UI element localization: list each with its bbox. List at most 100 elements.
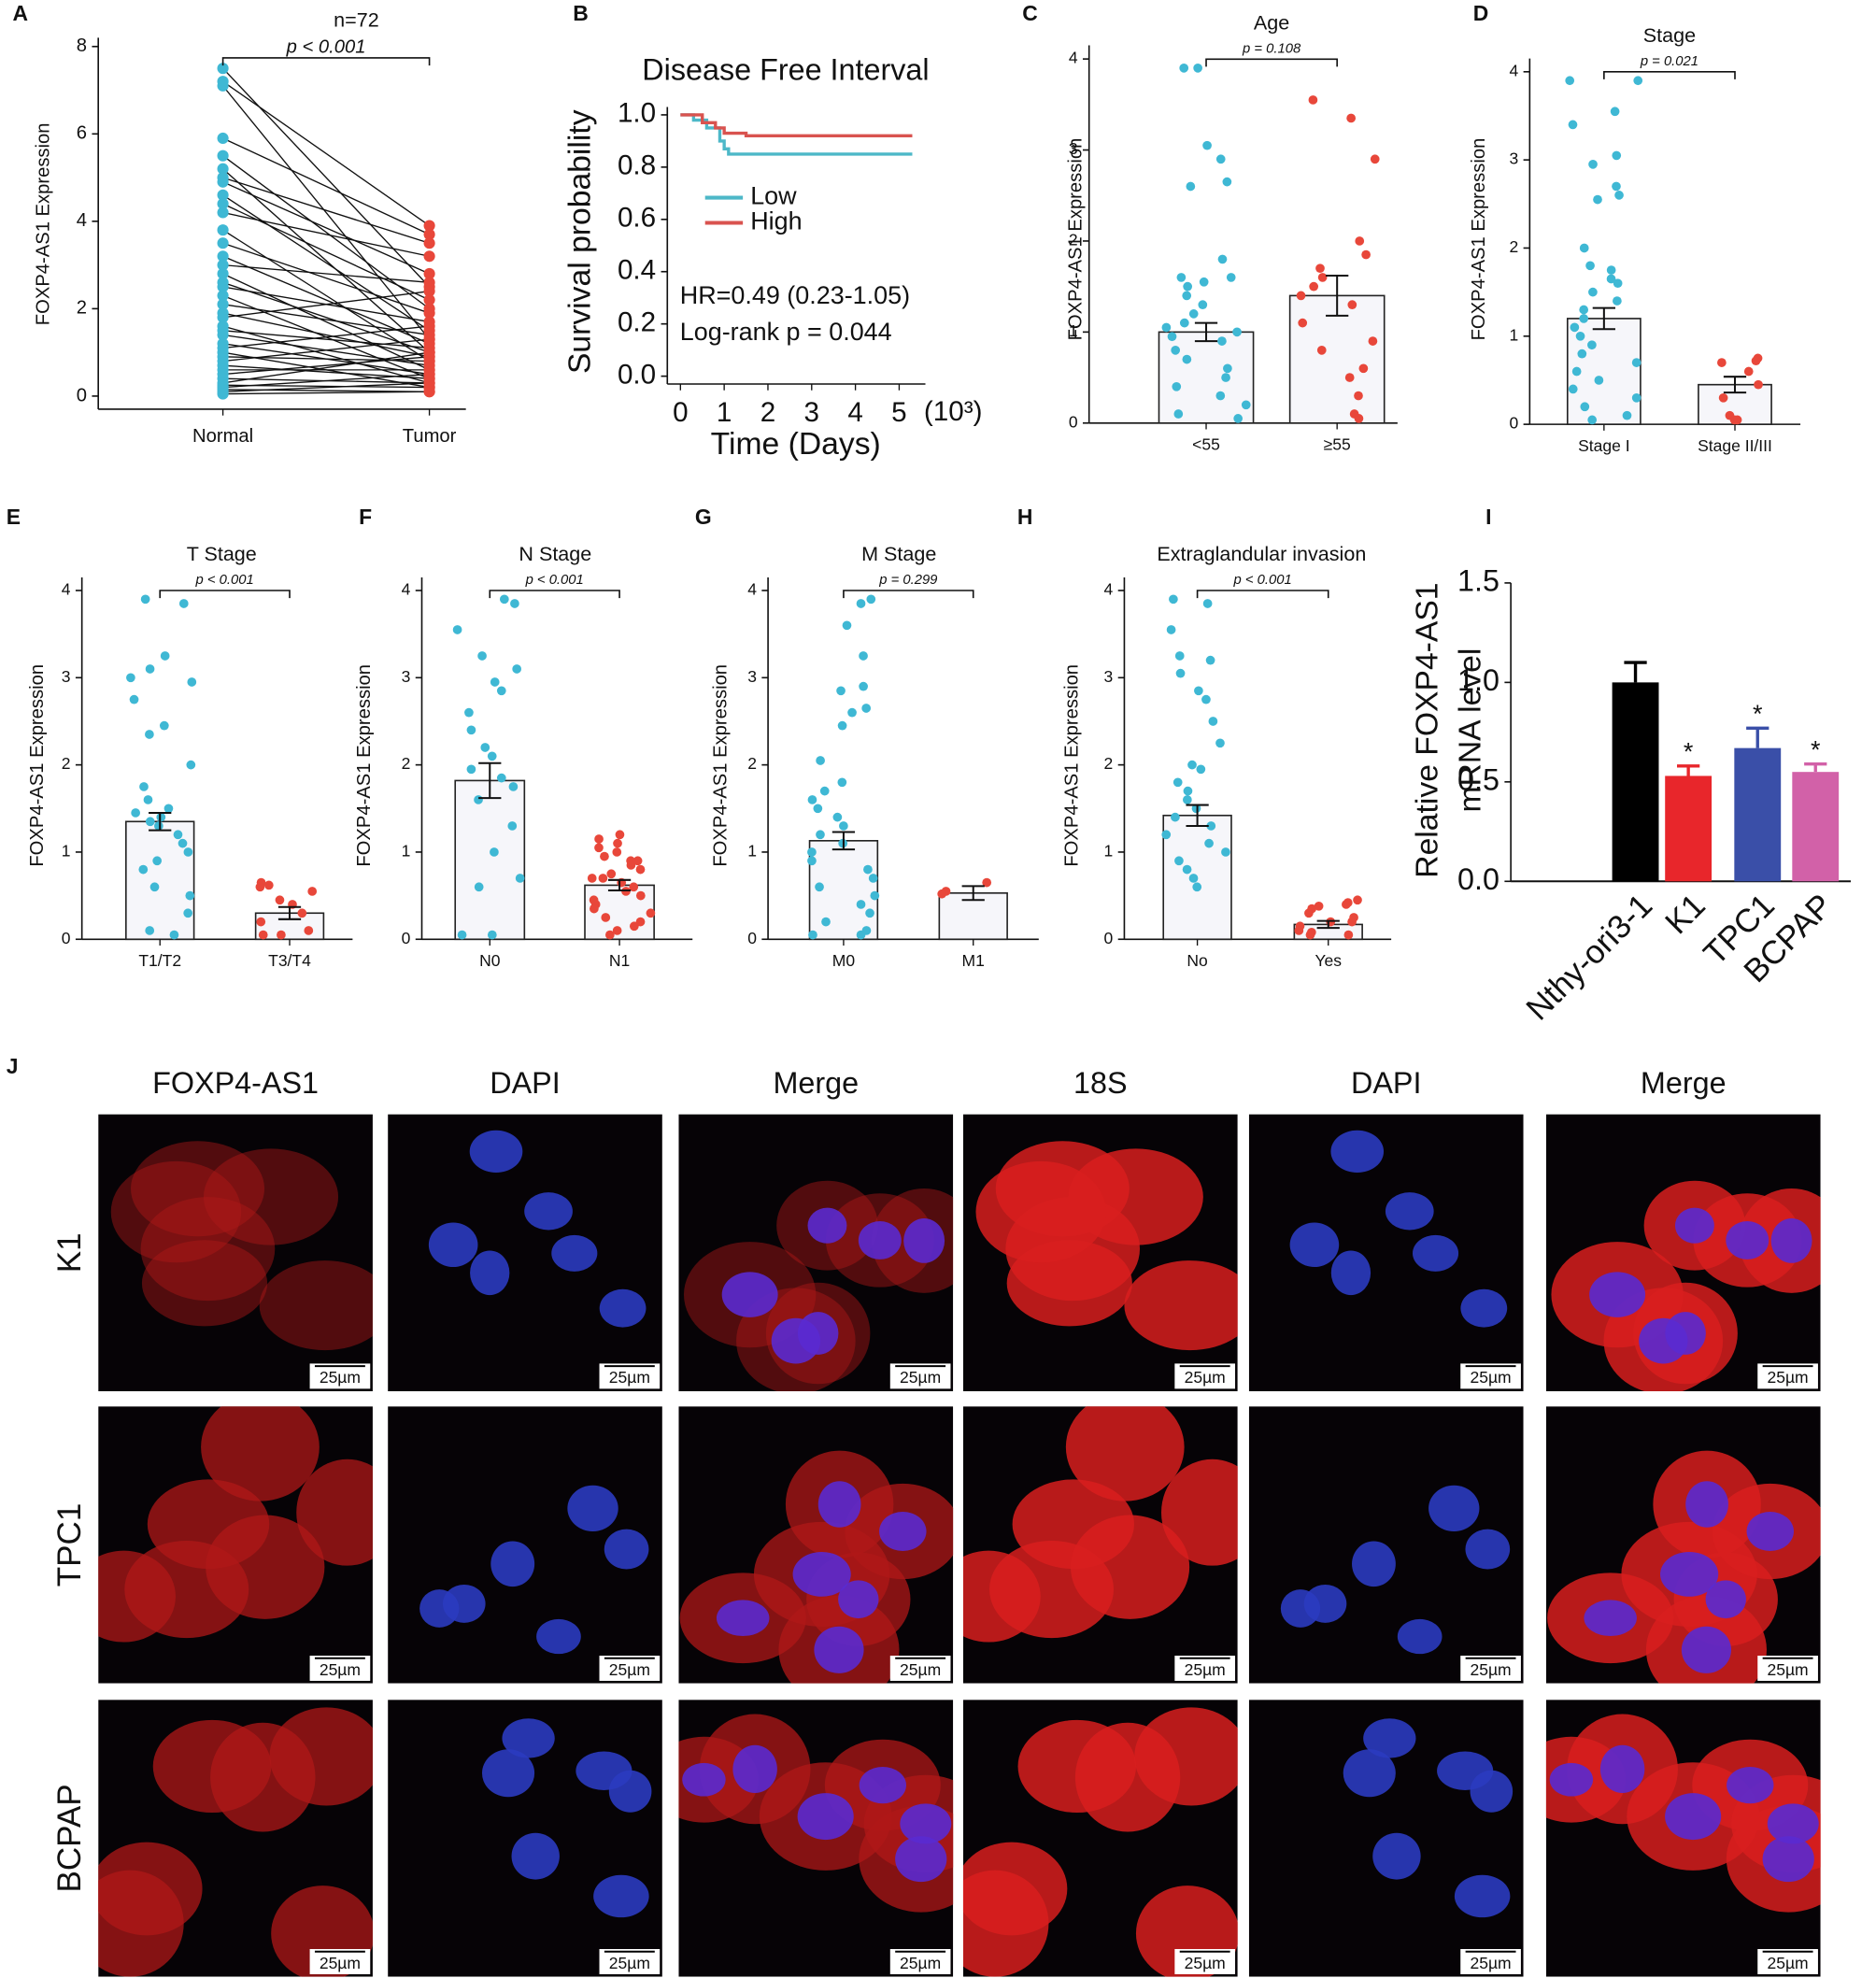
y-tick-label: 1 bbox=[402, 842, 411, 861]
nucleus bbox=[1705, 1580, 1746, 1619]
data-point bbox=[1305, 930, 1315, 940]
data-point bbox=[1308, 95, 1318, 105]
data-point bbox=[594, 834, 604, 844]
data-point bbox=[1171, 345, 1181, 355]
y-tick-label: 3 bbox=[62, 667, 71, 686]
panel-letter: I bbox=[1485, 505, 1491, 529]
cytoplasm bbox=[975, 1160, 1106, 1263]
scale-box bbox=[889, 1949, 951, 1974]
data-point bbox=[937, 889, 947, 899]
data-point bbox=[510, 599, 519, 608]
data-point bbox=[1188, 309, 1199, 319]
data-point bbox=[480, 743, 490, 752]
data-point bbox=[1196, 764, 1206, 775]
y-tick-label: 3 bbox=[747, 667, 757, 686]
error-bar bbox=[1804, 761, 1827, 773]
data-point bbox=[1204, 838, 1214, 848]
y-tick-label: 1.0 bbox=[1457, 663, 1499, 697]
nucleus bbox=[879, 1512, 927, 1551]
data-point bbox=[1314, 901, 1324, 911]
scale-box bbox=[1757, 1949, 1818, 1974]
x-tick-label: No bbox=[1187, 951, 1207, 970]
data-point bbox=[183, 847, 193, 857]
nucleus bbox=[428, 1222, 478, 1268]
nucleus bbox=[1727, 1766, 1774, 1804]
data-point bbox=[217, 290, 229, 302]
y-axis-label: FOXP4-AS1 Expression bbox=[711, 664, 732, 867]
data-point bbox=[499, 594, 509, 605]
scale-box bbox=[1460, 1949, 1521, 1974]
y-tick-label: 3 bbox=[1509, 149, 1518, 168]
data-point bbox=[1172, 381, 1182, 391]
y-tick-label: 0 bbox=[62, 929, 71, 947]
data-point bbox=[1344, 373, 1355, 382]
scale-label: 25µm bbox=[320, 1368, 361, 1387]
error-bar bbox=[149, 811, 172, 832]
data-point bbox=[1370, 154, 1380, 164]
data-point bbox=[1342, 900, 1351, 909]
data-point bbox=[629, 882, 639, 892]
scale-label: 25µm bbox=[900, 1954, 941, 1972]
scale-box bbox=[889, 1656, 951, 1681]
scale-label: 25µm bbox=[900, 1368, 941, 1387]
data-point bbox=[1192, 882, 1202, 892]
cytoplasm bbox=[140, 1197, 276, 1302]
data-point bbox=[187, 677, 197, 687]
micrograph: 25µm bbox=[98, 1114, 373, 1392]
data-point bbox=[186, 760, 196, 770]
data-point bbox=[1594, 376, 1604, 385]
significance-mark: * bbox=[1753, 700, 1763, 728]
data-point bbox=[217, 163, 229, 175]
scale-box bbox=[599, 1656, 661, 1681]
data-point bbox=[159, 720, 169, 731]
data-point bbox=[1588, 160, 1598, 169]
data-point bbox=[1179, 318, 1189, 328]
data-point bbox=[1206, 821, 1216, 831]
data-point bbox=[1610, 107, 1620, 117]
micrograph: 25µm bbox=[98, 1406, 373, 1684]
y-tick-label: 4 bbox=[1069, 49, 1078, 67]
data-point bbox=[1729, 415, 1740, 425]
data-point bbox=[423, 334, 435, 346]
significance-mark: * bbox=[1811, 735, 1821, 763]
data-point bbox=[856, 599, 866, 608]
data-point bbox=[837, 720, 847, 731]
x-tick-label: K1 bbox=[1658, 887, 1713, 941]
y-tick-label: 3 bbox=[402, 667, 411, 686]
scale-box bbox=[1174, 1949, 1236, 1974]
data-point bbox=[1221, 373, 1230, 382]
data-point bbox=[304, 926, 314, 935]
scale-box bbox=[599, 1363, 661, 1389]
data-point bbox=[606, 869, 617, 879]
scale-label: 25µm bbox=[1471, 1954, 1512, 1972]
chart-title: Stage bbox=[1643, 23, 1696, 47]
data-point bbox=[145, 817, 155, 827]
scale-box bbox=[1757, 1656, 1818, 1681]
data-point bbox=[423, 228, 435, 240]
data-point bbox=[866, 594, 876, 605]
data-point bbox=[629, 921, 639, 932]
column-header: FOXP4-AS1 bbox=[152, 1066, 319, 1100]
column-header: Merge bbox=[773, 1066, 859, 1100]
nucleus bbox=[481, 1749, 535, 1798]
pair-line bbox=[222, 194, 430, 332]
data-point bbox=[1361, 249, 1371, 260]
data-point bbox=[1193, 64, 1202, 73]
scale-box bbox=[1174, 1363, 1236, 1389]
x-tick-label: 1 bbox=[717, 397, 732, 428]
data-point bbox=[1743, 366, 1754, 377]
scale-box bbox=[309, 1363, 371, 1389]
data-point bbox=[217, 132, 229, 145]
data-point bbox=[173, 830, 183, 840]
p-value: p = 0.108 bbox=[1242, 41, 1301, 56]
data-point bbox=[160, 651, 170, 661]
cytoplasm bbox=[152, 1719, 272, 1814]
nucleus bbox=[470, 1250, 510, 1296]
y-tick-label: 1.0 bbox=[618, 98, 656, 129]
data-point bbox=[1612, 181, 1621, 192]
nucleus bbox=[1363, 1718, 1416, 1758]
data-point bbox=[837, 777, 847, 788]
significance-mark: * bbox=[1684, 737, 1694, 765]
pair-line bbox=[222, 203, 430, 301]
data-point bbox=[808, 930, 817, 940]
